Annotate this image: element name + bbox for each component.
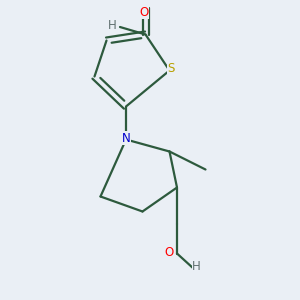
Text: H: H xyxy=(192,260,201,274)
Text: S: S xyxy=(167,62,175,76)
Text: O: O xyxy=(140,5,148,19)
Text: N: N xyxy=(122,131,130,145)
Text: H: H xyxy=(108,19,117,32)
Text: O: O xyxy=(165,245,174,259)
